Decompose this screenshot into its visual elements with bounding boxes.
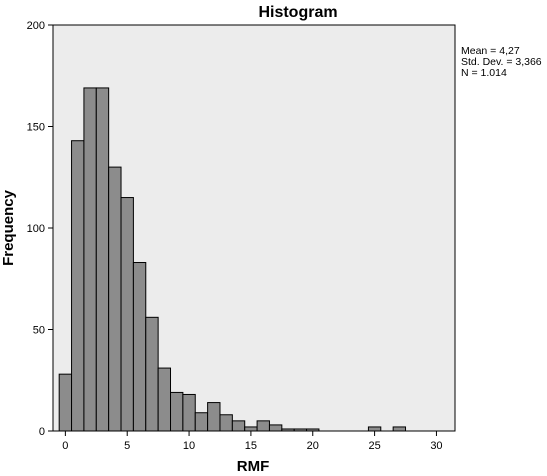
x-axis-label: RMF bbox=[237, 458, 270, 475]
stats-box: Mean = 4,27 Std. Dev. = 3,366 N = 1.014 bbox=[461, 45, 542, 79]
x-tick-label: 5 bbox=[124, 440, 130, 452]
histogram-bar bbox=[367, 426, 382, 432]
y-tick-label: 150 bbox=[27, 122, 45, 134]
histogram-bar bbox=[219, 414, 233, 432]
y-tick-label: 200 bbox=[27, 20, 45, 32]
histogram-bar bbox=[120, 197, 134, 432]
x-tick-label: 25 bbox=[368, 440, 380, 452]
histogram-bar bbox=[170, 391, 184, 432]
y-axis-ticks: 0 50 100 150 200 bbox=[27, 20, 53, 438]
stats-n: N = 1.014 bbox=[461, 67, 507, 79]
histogram-bar bbox=[306, 428, 320, 432]
histogram-bar bbox=[392, 426, 407, 432]
histogram-bar bbox=[132, 262, 147, 432]
y-tick-label: 0 bbox=[39, 426, 45, 438]
histogram-bar bbox=[108, 166, 122, 432]
histogram-bar bbox=[145, 316, 159, 432]
y-tick-label: 100 bbox=[27, 223, 45, 235]
histogram-bar bbox=[71, 140, 85, 432]
histogram-bar bbox=[58, 373, 73, 432]
histogram-bar bbox=[157, 367, 172, 432]
histogram-bar bbox=[244, 426, 258, 432]
x-tick-label: 0 bbox=[62, 440, 68, 452]
stats-mean: Mean = 4,27 bbox=[461, 45, 520, 57]
x-tick-label: 15 bbox=[245, 440, 257, 452]
histogram-bars bbox=[58, 87, 407, 432]
x-tick-label: 10 bbox=[183, 440, 195, 452]
histogram-bar bbox=[182, 393, 196, 432]
x-tick-label: 30 bbox=[430, 440, 442, 452]
histogram-bar bbox=[194, 412, 209, 432]
histogram-bar bbox=[95, 87, 110, 432]
histogram-bar bbox=[231, 420, 246, 432]
histogram-bar bbox=[207, 402, 221, 432]
chart-title: Histogram bbox=[258, 4, 337, 21]
histogram-bar bbox=[268, 424, 283, 432]
x-axis-ticks: 0 5 10 15 20 25 30 bbox=[62, 431, 443, 452]
histogram-bar bbox=[293, 428, 308, 432]
histogram-bar bbox=[281, 428, 295, 432]
histogram-bar bbox=[256, 420, 270, 432]
y-tick-label: 50 bbox=[33, 325, 45, 337]
stats-std-dev: Std. Dev. = 3,366 bbox=[461, 56, 542, 68]
x-tick-label: 20 bbox=[307, 440, 319, 452]
y-axis-label: Frequency bbox=[0, 189, 17, 266]
histogram-bar bbox=[83, 87, 97, 432]
